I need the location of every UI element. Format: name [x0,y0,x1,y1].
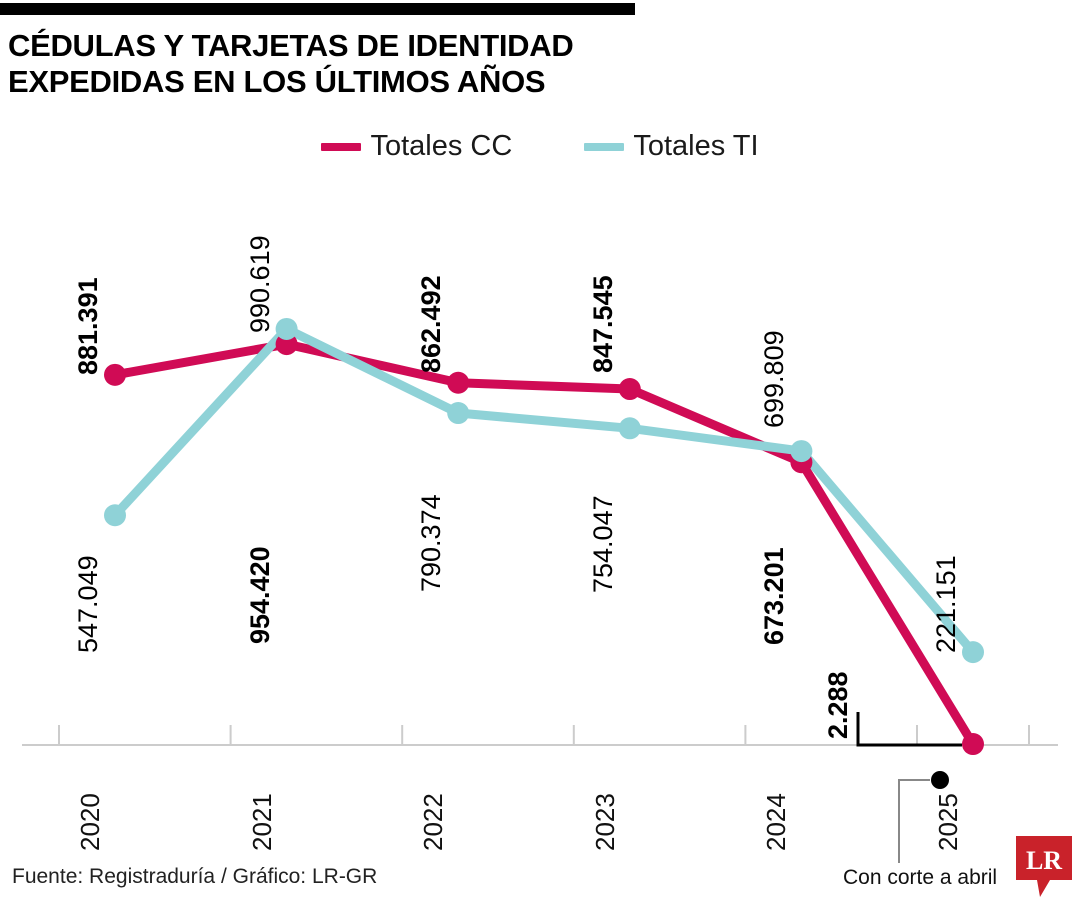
x-axis-label-2024: 2024 [761,793,792,851]
value-label-cc-2022: 862.492 [416,275,446,373]
data-point-ti-2023[interactable] [618,417,641,440]
data-point-cc-2023[interactable] [618,378,641,401]
title-line-1: CÉDULAS Y TARJETAS DE IDENTIDAD [8,28,574,63]
legend-label-cc: Totales CC [370,130,513,162]
lr-logo-mark: LR [1016,836,1072,897]
value-label-cc-2021: 954.420 [245,546,275,644]
axis-layer [22,725,1058,746]
legend-swatch-ti [584,142,625,151]
value-label-ti-2021: 990.619 [245,235,275,333]
value-label-ti-2023: 754.047 [588,495,618,593]
callout-2288-leader [856,712,962,747]
series-line-totales-cc [110,339,978,749]
data-point-cc-2020[interactable] [104,363,126,386]
x-axis-label-2020: 2020 [75,793,105,851]
series-layer [104,317,984,756]
note-con-corte-a-abril: Con corte a abril [843,866,998,889]
value-label-ti-2020: 547.049 [73,555,103,653]
lr-logo[interactable]: LR [1016,836,1072,898]
legend-item-totales-ti[interactable]: Totales TI [584,130,759,162]
x-axis-label-2025: 2025 [933,793,963,851]
value-label-ti-2024: 699.809 [759,330,789,428]
top-rule [0,3,635,15]
x-axis-label-2023: 2023 [589,793,620,851]
x-axis-label-2021: 2021 [246,793,277,851]
data-point-ti-2022[interactable] [447,402,470,425]
title-line-2: EXPEDIDAS EN LOS ÚLTIMOS AÑOS [8,64,546,99]
value-label-ti-2022: 790.374 [416,494,446,592]
value-label-cc-2023: 847.545 [588,275,618,373]
page-title: CÉDULAS Y TARJETAS DE IDENTIDAD EXPEDIDA… [8,28,768,100]
legend-label-ti: Totales TI [633,130,759,162]
data-point-cc-2025[interactable] [962,733,984,756]
callout-layer [856,712,962,863]
legend-item-totales-cc[interactable]: Totales CC [321,132,512,161]
value-label-cc-2020: 881.391 [73,277,103,375]
legend-swatch-cc [321,142,362,151]
value-label-cc-2024: 673.201 [759,547,789,645]
data-point-ti-2020[interactable] [104,504,126,527]
lr-logo-text: LR [1026,846,1062,875]
source-footer: Fuente: Registraduría / Gráfico: LR-GR [12,865,378,888]
callout-2288-label: 2.288 [823,671,853,739]
chart-legend: Totales CC Totales TI [0,132,1080,161]
data-point-ti-2021[interactable] [275,317,298,340]
data-point-ti-2024[interactable] [790,440,813,463]
value-label-ti-2025: 221.151 [931,555,961,653]
series-line-totales-ti [110,324,978,657]
data-point-cc-2022[interactable] [447,371,470,394]
data-point-ti-2025[interactable] [962,641,984,664]
data-point-cc-2021[interactable] [275,333,298,356]
note-anchor-dot [931,771,949,789]
note-leader-line [898,779,930,863]
x-axis-label-2022: 2022 [418,793,449,851]
